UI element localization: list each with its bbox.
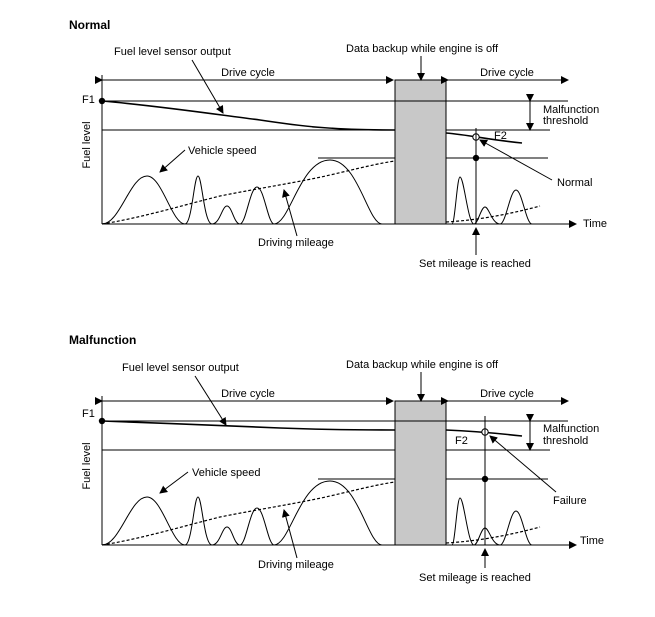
drive-cycle-label-1: Drive cycle xyxy=(221,388,275,400)
sensor-leader xyxy=(191,59,224,114)
mileage-leader xyxy=(282,189,298,237)
normal-label: Normal xyxy=(557,177,592,189)
f2-label: F2 xyxy=(455,435,468,447)
vehicle-speed-curve-2 xyxy=(451,176,533,225)
set-mileage-label: Set mileage is reached xyxy=(419,258,531,270)
malfunction-panel: Malfunction Drive cycle Drive cycle Malf… xyxy=(69,333,604,584)
mileage-point xyxy=(472,154,480,162)
f1-label: F1 xyxy=(82,94,95,106)
drive-cycle-label-1: Drive cycle xyxy=(221,67,275,79)
vehicle-speed-curve xyxy=(101,480,383,546)
driving-mileage-curve xyxy=(101,160,396,225)
driving-mileage-curve-2 xyxy=(445,205,541,223)
malfunction-label: Malfunction xyxy=(543,104,599,116)
set-mileage-label: Set mileage is reached xyxy=(419,572,531,584)
failure-label: Failure xyxy=(553,495,587,507)
backup-label: Data backup while engine is off xyxy=(346,43,499,55)
vehicle-speed-curve-2 xyxy=(451,497,533,546)
malfunction-label: Malfunction xyxy=(543,423,599,435)
panel-title: Malfunction xyxy=(69,333,136,347)
fuel-level-curve xyxy=(101,420,396,431)
backup-block xyxy=(394,79,447,225)
sensor-output-label: Fuel level sensor output xyxy=(122,362,239,374)
normal-panel: Normal Drive cycle Drive cycle Malfuncti… xyxy=(69,18,607,270)
y-axis-label: Fuel level xyxy=(81,442,93,489)
result-leader xyxy=(489,435,557,493)
f2-label: F2 xyxy=(494,130,507,142)
fuel-level-curve-2 xyxy=(445,132,523,144)
speed-leader xyxy=(159,149,186,173)
threshold-label: threshold xyxy=(543,115,588,127)
y-axis-label: Fuel level xyxy=(81,121,93,168)
vehicle-speed-label: Vehicle speed xyxy=(192,467,261,479)
backup-block xyxy=(394,400,447,546)
driving-mileage-curve xyxy=(101,481,396,546)
driving-mileage-label: Driving mileage xyxy=(258,559,334,571)
vehicle-speed-curve xyxy=(101,159,383,225)
time-label: Time xyxy=(583,218,607,230)
sensor-output-label: Fuel level sensor output xyxy=(114,46,231,58)
speed-leader xyxy=(159,471,189,494)
result-leader xyxy=(479,139,553,181)
sensor-leader xyxy=(194,375,227,426)
threshold-label: threshold xyxy=(543,435,588,447)
driving-mileage-curve-2 xyxy=(445,526,541,544)
f1-label: F1 xyxy=(82,408,95,420)
mileage-leader xyxy=(281,509,298,559)
backup-label: Data backup while engine is off xyxy=(346,359,499,371)
driving-mileage-label: Driving mileage xyxy=(258,237,334,249)
fuel-level-curve xyxy=(101,100,396,131)
mileage-point xyxy=(481,475,489,483)
time-label: Time xyxy=(580,535,604,547)
vehicle-speed-label: Vehicle speed xyxy=(188,145,257,157)
panel-title: Normal xyxy=(69,18,110,32)
drive-cycle-label-2: Drive cycle xyxy=(480,67,534,79)
drive-cycle-label-2: Drive cycle xyxy=(480,388,534,400)
